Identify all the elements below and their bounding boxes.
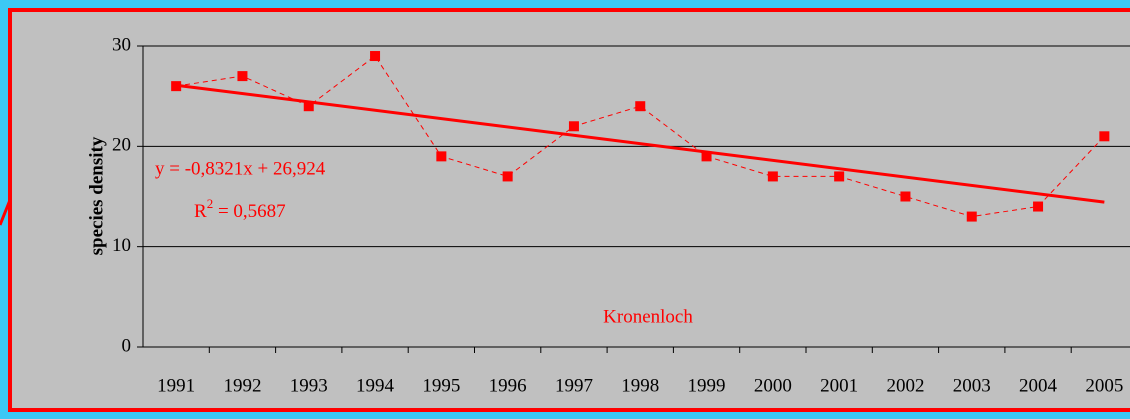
marker <box>303 101 314 112</box>
marker <box>436 151 447 162</box>
marker <box>635 101 646 112</box>
x-tick-label: 1998 <box>621 375 659 396</box>
marker <box>1033 201 1044 212</box>
marker <box>502 171 513 182</box>
marker <box>370 51 381 62</box>
marker <box>900 191 911 202</box>
x-tick-label: 1996 <box>489 375 527 396</box>
y-tick-label: 30 <box>112 34 131 55</box>
marker <box>568 121 579 132</box>
x-tick-label: 2001 <box>820 375 858 396</box>
x-tick-label: 2005 <box>1085 375 1123 396</box>
x-tick-label: 1991 <box>157 375 195 396</box>
series-label: Kronenloch <box>603 306 693 327</box>
marker <box>171 81 182 92</box>
x-tick-label: 1993 <box>290 375 328 396</box>
y-tick-label: 20 <box>112 135 131 156</box>
x-tick-label: 2000 <box>754 375 792 396</box>
y-axis-label: species density <box>86 136 107 255</box>
marker <box>767 171 778 182</box>
x-tick-label: 1992 <box>223 375 261 396</box>
marker <box>1099 131 1110 142</box>
marker <box>834 171 845 182</box>
x-tick-label: 2004 <box>1019 375 1058 396</box>
x-tick-label: 1994 <box>356 375 395 396</box>
r-squared-rest: = 0,5687 <box>213 201 285 222</box>
x-tick-label: 1999 <box>688 375 726 396</box>
marker <box>966 211 977 222</box>
chart-frame <box>8 8 1130 412</box>
x-tick-label: 1995 <box>422 375 460 396</box>
marker <box>701 151 712 162</box>
y-tick-label: 10 <box>112 235 131 256</box>
trend-line <box>175 83 1105 204</box>
y-tick-label: 0 <box>122 335 132 356</box>
x-tick-label: 2002 <box>886 375 924 396</box>
r-squared: R2 = 0,5687 <box>194 196 286 222</box>
r-squared-sup: 2 <box>207 196 214 211</box>
frame-artifact <box>0 199 12 226</box>
x-tick-label: 1997 <box>555 375 593 396</box>
r-squared-base: R <box>194 201 207 222</box>
x-tick-label: 2003 <box>953 375 991 396</box>
marker <box>237 71 248 82</box>
trend-equation: y = -0,8321x + 26,924 <box>155 158 326 179</box>
